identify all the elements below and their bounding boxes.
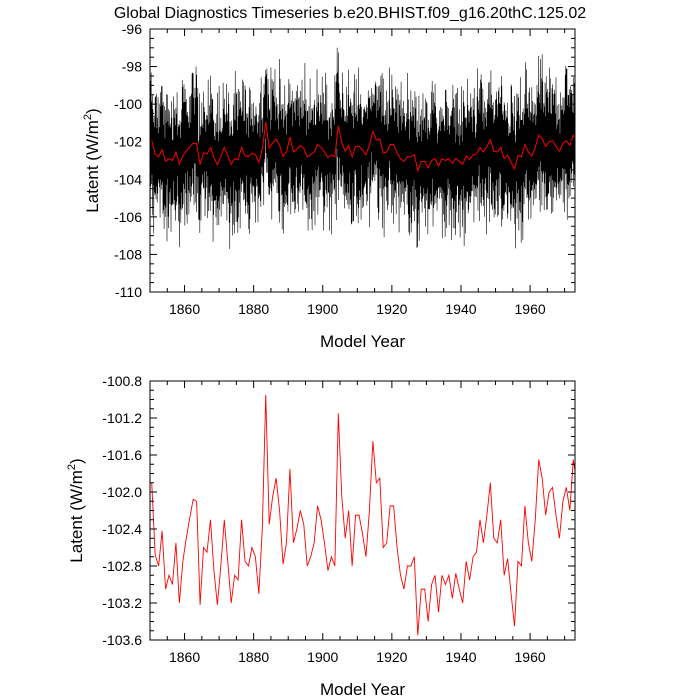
- y-tick-label: -100.8: [102, 373, 142, 389]
- y-axis-label: Latent (W/m2): [66, 458, 86, 562]
- x-tick-label: 1940: [445, 301, 476, 317]
- x-axis-label: Model Year: [320, 332, 405, 351]
- x-axis: 1860 1880 1900 1920 1940 1960: [166, 381, 566, 665]
- y-axis-label-close: ): [83, 108, 102, 114]
- y-tick-label: -101.6: [102, 447, 142, 463]
- annual-mean-line: [151, 394, 575, 636]
- x-tick-label: 1920: [376, 301, 407, 317]
- y-tick-label: -106: [114, 209, 142, 225]
- annual-mean-line: [151, 121, 575, 173]
- annual-timeseries-panel: 1860 1880 1900 1920 1940 1960 -100.8 -101.2 -101…: [66, 373, 576, 699]
- y-axis-label-text: Latent (W/m: [83, 120, 102, 213]
- y-tick-label: -110: [115, 284, 142, 300]
- x-tick-label: 1920: [376, 649, 407, 665]
- y-axis-label-superscript: 2: [66, 464, 78, 470]
- x-tick-label: 1960: [515, 301, 546, 317]
- plot-frame: [149, 380, 576, 641]
- x-tick-label: 1860: [169, 649, 200, 665]
- x-tick-label: 1900: [307, 301, 338, 317]
- y-axis-label: Latent (W/m2): [82, 108, 102, 212]
- x-tick-label: 1960: [515, 649, 546, 665]
- y-axis-label-text: Latent (W/m: [67, 470, 86, 563]
- y-tick-label: -102.4: [102, 521, 142, 537]
- monthly-timeseries-panel: 1860 1880 1900 1920 1940 1960 -96 -98 -100 -102 -1…: [82, 21, 576, 351]
- y-axis: -96 -98 -100 -102 -104 -106 -108 -110: [114, 21, 575, 300]
- figure-title: Global Diagnostics Timeseries b.e20.BHIS…: [114, 5, 586, 22]
- monthly-series-line: [150, 47, 575, 249]
- y-tick-label: -104: [114, 171, 142, 187]
- plot-area: [151, 394, 575, 636]
- y-tick-label: -103.6: [102, 632, 142, 648]
- y-tick-label: -108: [114, 246, 142, 262]
- x-axis: 1860 1880 1900 1920 1940 1960: [166, 29, 566, 317]
- y-tick-label: -100: [114, 96, 142, 112]
- y-tick-label: -101.2: [102, 410, 142, 426]
- y-tick-label: -96: [122, 21, 142, 37]
- y-axis-label-close: ): [67, 458, 86, 464]
- y-tick-label: -102: [114, 134, 142, 150]
- plot-area: [150, 47, 575, 249]
- x-tick-label: 1880: [238, 649, 269, 665]
- y-tick-label: -102.0: [102, 484, 142, 500]
- y-tick-label: -98: [122, 59, 142, 75]
- x-tick-label: 1940: [445, 649, 476, 665]
- y-tick-label: -102.8: [102, 558, 142, 574]
- x-tick-label: 1880: [238, 301, 269, 317]
- y-axis-label-superscript: 2: [82, 114, 94, 120]
- y-tick-label: -103.2: [102, 595, 142, 611]
- y-axis: -100.8 -101.2 -101.6 -102.0 -102.4 -102.8 -103…: [102, 373, 575, 648]
- x-axis-label: Model Year: [320, 680, 405, 699]
- x-tick-label: 1860: [169, 301, 200, 317]
- x-tick-label: 1900: [307, 649, 338, 665]
